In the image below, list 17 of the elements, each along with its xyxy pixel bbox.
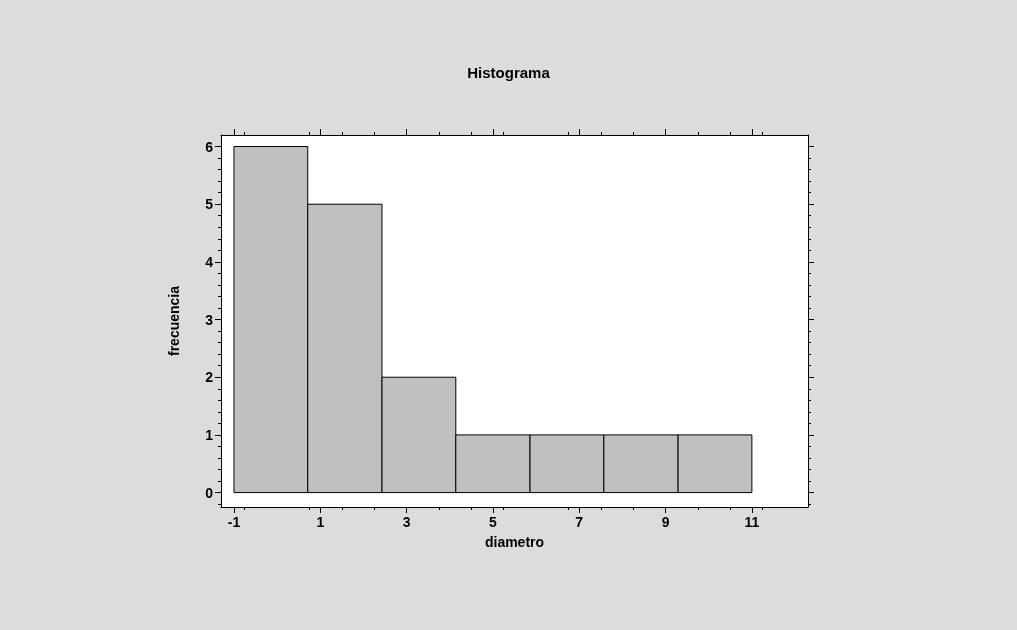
y-tick-label: 4: [205, 253, 214, 270]
x-tick-label: 11: [744, 514, 760, 530]
y-tick-label: 2: [205, 369, 214, 386]
x-tick-label: -1: [227, 514, 241, 530]
y-tick-label: 3: [205, 311, 214, 328]
chart-title: Histograma: [467, 64, 551, 81]
y-tick-label: 6: [205, 138, 214, 155]
y-tick-label: 0: [205, 484, 214, 501]
y-axis-title: frecuencia: [166, 285, 182, 357]
x-tick-label: 9: [661, 514, 670, 530]
y-tick-label: 1: [205, 426, 214, 443]
x-tick-label: 7: [575, 514, 584, 530]
x-tick-label: 1: [316, 514, 325, 530]
x-axis-title: diametro: [484, 534, 545, 550]
x-tick-label: 5: [489, 514, 498, 530]
x-tick-label: 3: [402, 514, 411, 530]
y-tick-label: 5: [205, 196, 214, 213]
